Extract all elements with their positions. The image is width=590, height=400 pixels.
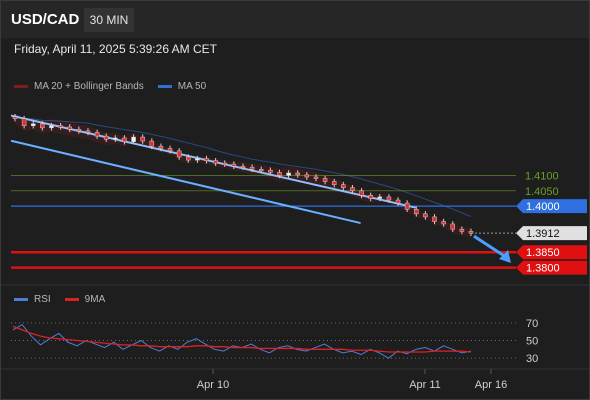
candle-body — [67, 126, 72, 130]
level-label: 1.4100 — [525, 170, 559, 182]
candle-body — [377, 196, 383, 199]
level-badge — [516, 199, 587, 214]
level-label: 1.4050 — [525, 186, 559, 198]
candle-body — [368, 195, 373, 199]
candle-body — [359, 190, 364, 196]
legend-swatch — [157, 85, 172, 88]
candle-body — [249, 166, 255, 170]
current-price-label: 1.3912 — [526, 228, 560, 240]
channel-lower-line — [10, 139, 361, 225]
candle-body — [331, 181, 337, 185]
candle-body — [258, 169, 264, 172]
candle-body — [341, 184, 346, 188]
candle-body — [441, 221, 446, 225]
legend-swatch — [14, 85, 28, 88]
legend-item-ma50: MA 50 — [157, 81, 207, 92]
candle-body — [322, 178, 328, 182]
candle-body — [304, 174, 310, 178]
candle-body — [58, 125, 63, 128]
x-tick-label: Apr 16 — [475, 379, 507, 391]
candle-body — [131, 136, 136, 142]
candle-body — [158, 146, 164, 149]
candle-body — [277, 172, 282, 176]
candle-body — [204, 158, 209, 161]
candle-body — [222, 162, 228, 165]
candle-body — [450, 223, 456, 230]
level-label: 1.4000 — [526, 201, 560, 213]
candle-body — [350, 187, 355, 192]
candle-body — [94, 132, 100, 137]
legend-label: MA 50 — [177, 81, 207, 92]
candle-body — [313, 176, 319, 179]
legend-swatch — [14, 298, 28, 301]
forecast-arrow-head — [499, 250, 511, 264]
candle-body — [12, 116, 18, 119]
rsi-9ma-line — [12, 325, 472, 353]
level-badge — [516, 260, 587, 275]
candle-body — [103, 135, 109, 140]
legend-label: RSI — [34, 294, 51, 305]
candle-body — [386, 196, 392, 201]
candle-body — [195, 158, 200, 161]
forecast-arrow — [473, 234, 507, 259]
candle-body — [30, 123, 36, 126]
main-legend: MA 20 + Bollinger Bands MA 50 — [14, 81, 220, 92]
candle-body — [286, 172, 291, 176]
legend-label: MA 20 + Bollinger Bands — [34, 81, 144, 92]
candle-body — [295, 172, 300, 176]
candle-body — [149, 140, 155, 147]
rsi-tick-label: 50 — [526, 336, 538, 348]
legend-item-ma20: MA 20 + Bollinger Bands — [14, 81, 144, 92]
rsi-tick-label: 70 — [526, 318, 538, 330]
candle-body — [459, 228, 465, 232]
candle-body — [113, 137, 118, 140]
datetime-label: Friday, April 11, 2025 5:39:26 AM CET — [14, 42, 217, 56]
level-label: 1.3800 — [526, 263, 560, 275]
candle-body — [468, 231, 474, 234]
candle-body — [423, 213, 428, 218]
top-bar: USD/CAD 30 MIN — [1, 1, 589, 38]
candle-body — [40, 123, 45, 129]
candle-body — [432, 216, 437, 222]
candle-body — [85, 130, 91, 133]
x-tick-label: Apr 10 — [197, 379, 229, 391]
legend-swatch — [64, 298, 79, 301]
candle-body — [122, 137, 127, 142]
legend-item-rsi: RSI — [14, 294, 51, 305]
symbol-title: USD/CAD — [11, 11, 80, 28]
x-tick-label: Apr 11 — [409, 379, 441, 391]
candle-body — [167, 148, 173, 152]
rsi-tick-label: 30 — [526, 353, 538, 365]
rsi-legend: RSI 9MA — [14, 294, 119, 305]
candle-body — [140, 136, 145, 142]
candle-body — [395, 199, 401, 204]
candle-body — [231, 163, 237, 167]
candle-body — [49, 125, 54, 129]
candle-body — [176, 150, 182, 158]
timeframe-button[interactable]: 30 MIN — [84, 8, 134, 32]
candle-body — [404, 202, 410, 210]
candle-body — [213, 160, 218, 164]
current-price-badge — [516, 226, 587, 241]
level-badge — [516, 245, 587, 260]
candle-body — [186, 156, 191, 161]
ma50-line — [14, 114, 472, 218]
candle-body — [268, 169, 273, 173]
candle-body — [21, 118, 27, 126]
level-label: 1.3850 — [526, 247, 560, 259]
legend-item-9ma: 9MA — [64, 294, 106, 305]
candle-body — [414, 208, 419, 215]
candle-body — [76, 129, 82, 132]
candle-body — [240, 165, 246, 168]
legend-label: 9MA — [84, 294, 106, 305]
